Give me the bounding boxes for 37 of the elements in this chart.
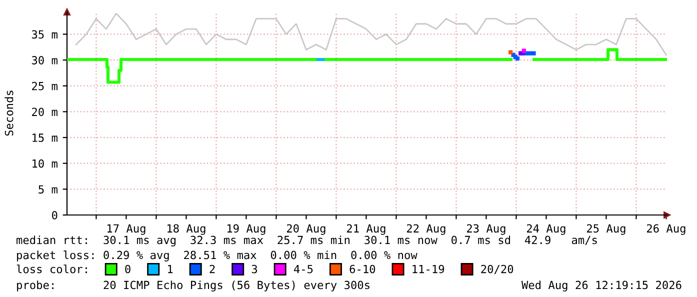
x-tick-label: 22 Aug (406, 224, 446, 235)
text: probe: 20 ICMP Echo Pings (56 Bytes) every 300s (17, 280, 370, 292)
y-tick-label: 20 m (32, 108, 58, 116)
point (522, 48, 526, 53)
y-tick-label: 15 m (32, 134, 58, 142)
legend-label: 3 (252, 264, 258, 274)
legend-label: 11-19 (412, 264, 444, 274)
legend-label: 20/20 (481, 264, 514, 274)
y-tick-label: 35 m (32, 30, 58, 39)
legend-label: 1 (168, 264, 173, 274)
y-axis-title: Seconds (4, 90, 14, 136)
x-tick-label: 26 Aug (646, 224, 686, 235)
y-tick-label: 30 m (32, 56, 58, 64)
x-tick-label: 18 Aug (167, 224, 206, 235)
legend-label: 4-5 (294, 264, 313, 274)
x-tick-label: 23 Aug (466, 224, 506, 235)
y-tick-label: 5 m (38, 185, 58, 194)
point (508, 50, 513, 54)
legend-label: 0 (125, 264, 130, 274)
x-tick-label: 20 Aug (286, 224, 326, 235)
legend-label: 2 (210, 264, 215, 274)
legend-label: 6-10 (350, 264, 376, 274)
x-tick-label: 24 Aug (526, 224, 566, 235)
y-tick-label: 25 m (32, 82, 58, 90)
legend-title: loss color: (16, 264, 87, 274)
text: Wed Aug 26 12:19:15 2026 (521, 280, 682, 292)
text: median rtt: 30.1 ms avg 32.3 ms max 25.7 ms min 30.1 ms now 0.7 ms sd 42.9 am/s (16, 236, 597, 246)
line-series (76, 12, 667, 56)
text: packet loss: 0.29 % avg 28.51 % max 0.00 % min 0.00 % now (17, 250, 418, 262)
point (532, 51, 536, 56)
x-tick-label: 21 Aug (346, 224, 386, 235)
x-tick-label: 17 Aug (107, 224, 146, 235)
y-tick-label: 10 m (32, 159, 58, 168)
y-tick-label: 0 (52, 211, 58, 220)
x-tick-label: 19 Aug (227, 224, 266, 235)
point (528, 51, 532, 56)
x-tick-label: 25 Aug (586, 224, 626, 235)
